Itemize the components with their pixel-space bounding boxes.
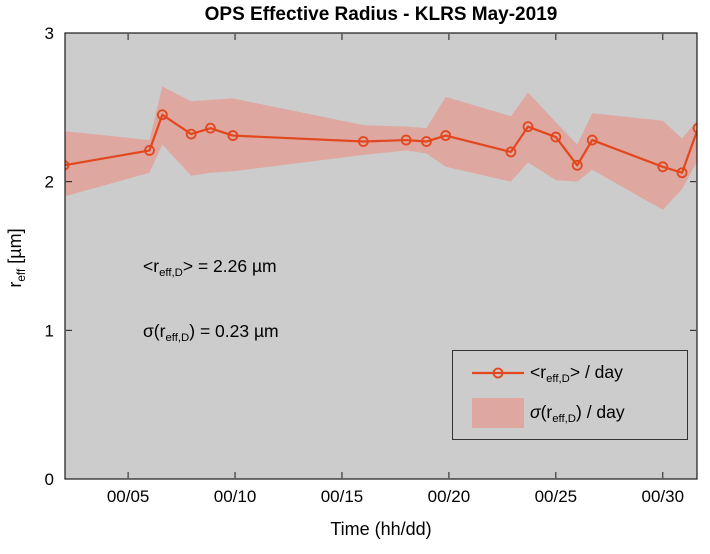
annotation-mean: <reff,D> = 2.26 µm	[143, 256, 277, 279]
y-axis-label: reff [µm]	[5, 193, 29, 323]
legend-std-post: ) / day	[576, 402, 625, 423]
data-marker	[227, 130, 239, 141]
y-tick-label: 1	[45, 321, 54, 340]
data-marker	[522, 121, 534, 133]
y-tick-label: 0	[45, 470, 54, 489]
legend-label-std: σ(reff,D) / day	[530, 402, 625, 426]
axes-border	[64, 32, 698, 480]
data-marker	[676, 167, 688, 179]
x-tick-label: 00/05	[107, 487, 150, 506]
mean-line	[65, 113, 697, 174]
data-marker	[205, 122, 216, 134]
data-marker	[357, 136, 369, 147]
data-marker	[144, 145, 155, 156]
legend: <reff,D> / day σ(reff,D) / day	[452, 350, 688, 440]
ylabel-text: r	[5, 281, 25, 288]
data-marker	[692, 122, 697, 134]
plot-layers	[65, 86, 697, 210]
legend-mean-sub: eff,D	[546, 373, 570, 386]
x-tick-label: 00/15	[321, 487, 364, 506]
annotation-sigma-post: ) = 0.23 µm	[189, 321, 279, 341]
data-marker	[400, 134, 412, 146]
x-tick-label: 00/20	[428, 487, 471, 506]
x-tick-label: 00/25	[535, 487, 578, 506]
legend-entry-mean: <reff,D> / day	[453, 362, 687, 386]
legend-entry-std: σ(reff,D) / day	[453, 397, 687, 428]
legend-label-mean: <reff,D> / day	[530, 362, 623, 386]
data-marker	[185, 128, 197, 140]
data-marker	[550, 131, 562, 143]
legend-mean-post: > / day	[569, 362, 623, 383]
ylabel-subscript: eff	[15, 268, 29, 282]
annotation-sigma-sub: eff,D	[165, 331, 190, 344]
legend-line-marker-icon	[472, 367, 524, 379]
annotation-sigma-pre: σ(r	[143, 321, 166, 341]
data-marker	[440, 130, 452, 141]
data-marker	[505, 146, 517, 158]
annotation-mean-post: > = 2.26 µm	[182, 256, 277, 276]
annotation-sigma: σ(reff,D) = 0.23 µm	[143, 321, 279, 344]
legend-std-pre: (r	[540, 402, 553, 423]
data-marker	[65, 160, 70, 171]
y-tick-label: 3	[45, 24, 54, 43]
legend-mean-pre: <r	[530, 362, 547, 383]
legend-std-sigma: σ	[530, 402, 541, 423]
annotation-mean-pre: <r	[143, 256, 160, 276]
legend-band-swatch	[472, 397, 524, 428]
data-marker	[586, 134, 598, 146]
data-marker	[156, 109, 168, 121]
ylabel-units: [µm]	[5, 228, 25, 269]
data-marker	[657, 161, 669, 173]
annotation-mean-sub: eff,D	[159, 266, 183, 279]
x-tick-label: 00/10	[214, 487, 257, 506]
figure-title: OPS Effective Radius - KLRS May-2019	[204, 4, 558, 25]
legend-std-sub: eff,D	[552, 413, 577, 426]
data-marker	[571, 159, 583, 171]
x-tick-label: 00/30	[642, 487, 685, 506]
std-band	[65, 86, 697, 210]
x-axis-label: Time (hh/dd)	[330, 519, 432, 539]
y-tick-label: 2	[45, 173, 54, 192]
data-marker	[421, 136, 432, 147]
